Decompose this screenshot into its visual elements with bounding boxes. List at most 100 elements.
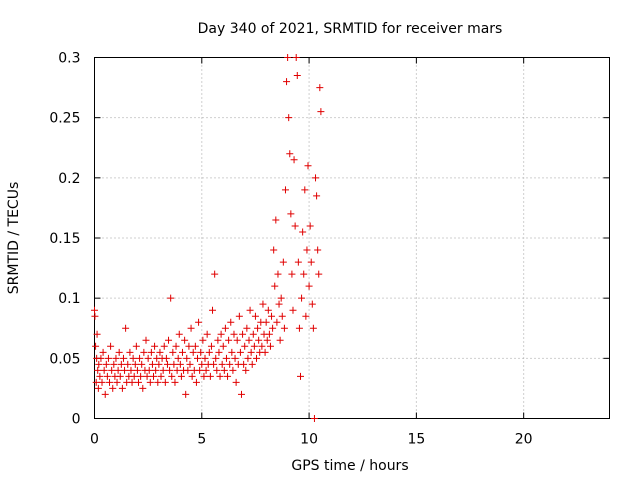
data-point <box>145 366 153 374</box>
data-point <box>177 372 185 380</box>
data-point <box>187 324 195 332</box>
data-point <box>183 354 191 362</box>
data-point <box>202 366 210 374</box>
data-point <box>264 306 272 314</box>
data-point <box>212 354 220 362</box>
data-point <box>299 228 307 236</box>
data-point <box>92 342 100 350</box>
data-point <box>285 114 293 122</box>
data-point <box>268 312 276 320</box>
data-point <box>229 366 237 374</box>
data-point <box>192 378 200 386</box>
data-point <box>128 378 136 386</box>
data-point <box>301 186 309 194</box>
data-point <box>185 342 193 350</box>
data-point <box>94 384 102 392</box>
data-point <box>194 354 201 362</box>
data-point <box>114 366 122 374</box>
data-point <box>297 372 304 380</box>
data-point <box>254 324 262 332</box>
data-point <box>231 354 239 362</box>
data-point <box>207 342 215 350</box>
data-point <box>206 372 214 380</box>
data-point <box>240 360 248 368</box>
data-point <box>174 354 182 362</box>
data-point <box>138 360 146 368</box>
data-point <box>239 330 247 338</box>
data-point <box>99 348 107 356</box>
data-point <box>221 324 229 332</box>
data-point <box>269 324 277 332</box>
data-point <box>262 318 270 326</box>
data-point <box>244 354 252 362</box>
data-point <box>107 342 115 350</box>
data-point <box>280 324 288 332</box>
data-point <box>175 330 183 338</box>
data-point <box>136 354 144 362</box>
data-point <box>217 330 225 338</box>
data-point <box>165 336 173 344</box>
y-tick-label: 0.15 <box>49 231 80 247</box>
data-point <box>199 336 207 344</box>
y-tick-labels: 0 0.05 0.1 0.15 0.2 0.25 0.3 <box>49 51 80 428</box>
data-point <box>146 378 154 386</box>
data-point <box>236 348 244 356</box>
data-point <box>210 360 218 368</box>
data-point <box>288 270 296 278</box>
data-point <box>119 354 127 362</box>
data-point <box>203 330 211 338</box>
data-point <box>227 318 235 326</box>
data-point <box>130 372 138 380</box>
data-point <box>281 186 289 194</box>
data-point <box>150 372 158 380</box>
data-point <box>248 360 256 368</box>
data-point <box>137 372 145 380</box>
data-point <box>184 366 192 374</box>
x-tick-label: 5 <box>197 432 206 448</box>
data-point <box>127 366 135 374</box>
data-point <box>162 354 170 362</box>
data-point <box>277 294 285 302</box>
data-point <box>293 72 301 80</box>
data-point <box>186 360 194 368</box>
data-point <box>310 415 318 422</box>
y-tick-label: 0.05 <box>49 351 80 367</box>
data-point <box>218 360 226 368</box>
y-tick-label: 0.25 <box>49 111 80 127</box>
data-point <box>213 366 221 374</box>
data-point <box>152 366 160 374</box>
data-point <box>140 348 148 356</box>
data-point <box>220 366 228 374</box>
data-point <box>261 348 269 356</box>
data-point <box>265 330 273 338</box>
data-point <box>228 348 236 356</box>
data-point <box>287 210 295 218</box>
data-point <box>169 348 177 356</box>
data-point <box>148 360 156 368</box>
data-point <box>117 360 125 368</box>
data-point <box>276 336 284 344</box>
data-point <box>129 354 137 362</box>
data-point <box>278 312 286 320</box>
data-point <box>241 342 249 350</box>
data-point <box>108 366 116 374</box>
data-point <box>95 360 103 368</box>
data-point <box>113 378 121 386</box>
data-point <box>166 366 174 374</box>
x-axis-label: GPS time / hours <box>291 458 408 474</box>
data-point <box>225 336 233 344</box>
data-point <box>156 348 164 356</box>
data-point <box>171 378 179 386</box>
data-point <box>283 78 291 86</box>
data-point <box>102 360 110 368</box>
data-points <box>91 54 325 422</box>
data-point <box>167 294 175 302</box>
data-point <box>151 342 159 350</box>
data-point <box>279 258 287 266</box>
data-point <box>315 270 323 278</box>
data-point <box>249 330 257 338</box>
data-point <box>116 372 124 380</box>
data-point <box>109 384 117 392</box>
data-point <box>147 348 155 356</box>
